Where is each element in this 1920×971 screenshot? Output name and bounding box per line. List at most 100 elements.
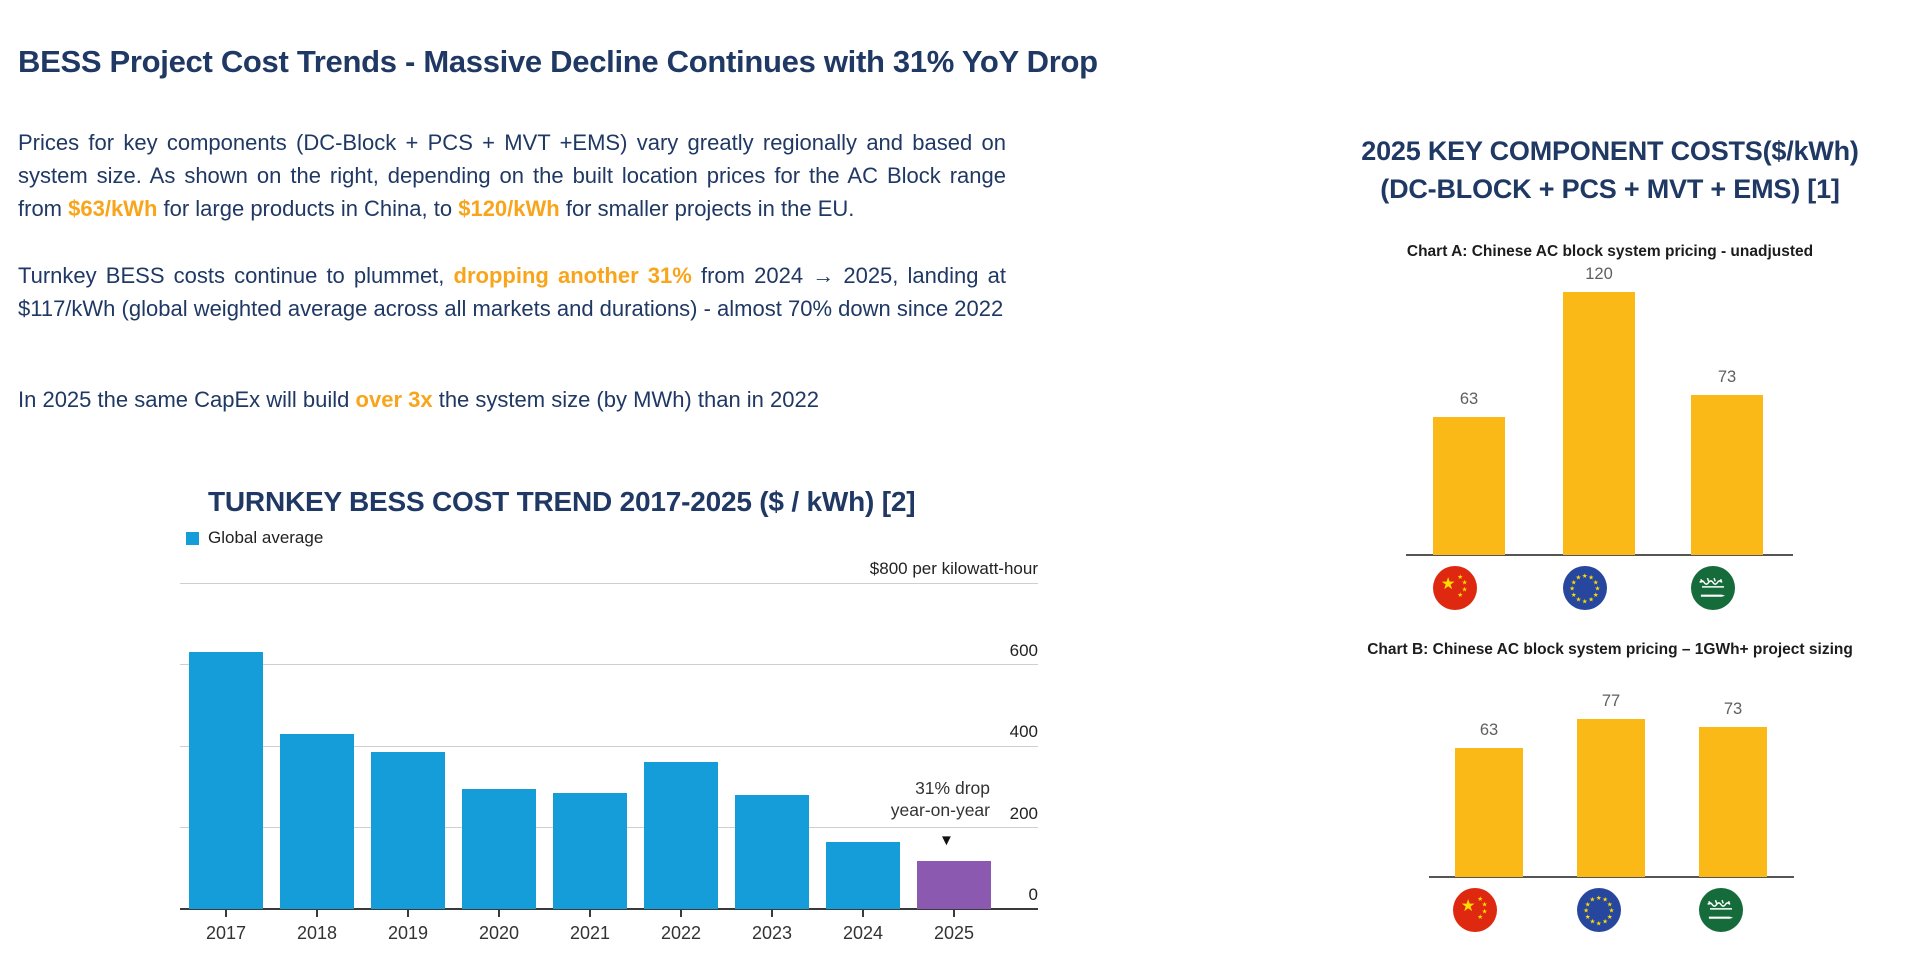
x-tick-label: 2018 [296,923,338,943]
paragraph-capex: In 2025 the same CapEx will build over 3… [18,383,1006,416]
body-text: In 2025 the same CapEx will build [18,387,356,412]
svg-text:★: ★ [1477,895,1483,903]
y-tick-label: 200 [1009,803,1038,823]
gridline [180,582,1038,584]
svg-text:★: ★ [1582,597,1588,605]
x-tick [407,909,409,917]
svg-text:★: ★ [1571,578,1577,586]
svg-text:★: ★ [1441,574,1456,593]
svg-text:★: ★ [1576,574,1582,582]
highlighted-text: over 3x [355,387,433,412]
chart-b-title: Chart B: Chinese AC block system pricing… [1367,641,1853,658]
chart-b-bar-China [1455,747,1523,877]
y-tick-label: 0 [1028,885,1038,904]
y-tick-label: 600 [1009,640,1038,660]
svg-text:★: ★ [1462,579,1468,587]
y-tick-label: 400 [1009,722,1038,741]
svg-text:★: ★ [1585,913,1591,921]
x-tick-label: 2025 [933,923,975,943]
bar-2023 [735,794,809,909]
paragraph-component-costs: Prices for key components (DC-Block + PC… [18,126,1006,225]
chart-a-value-label: 73 [1717,368,1737,387]
x-tick [225,909,227,917]
x-tick-label: 2020 [478,923,520,943]
svg-text:★: ★ [1457,573,1463,581]
bar-2017 [189,652,263,909]
x-tick [498,909,500,917]
bar-2021 [553,792,627,909]
x-tick-label: 2024 [842,923,884,943]
svg-text:★: ★ [1593,578,1599,586]
svg-text:★: ★ [1590,918,1596,926]
svg-text:★: ★ [1590,896,1596,904]
svg-text:★: ★ [1583,907,1589,915]
chart-a-bar-China [1433,417,1505,555]
body-text: Prices for key components (DC-Block + PC… [18,130,1006,221]
page-title: BESS Project Cost Trends - Massive Decli… [18,44,1098,79]
x-tick-label: 2017 [205,923,247,943]
chart-a-value-label: 120 [1585,265,1613,284]
bar-2025 [917,861,991,909]
svg-text:★: ★ [1607,900,1613,908]
chart-a-axis-line [1406,554,1793,556]
svg-text:★: ★ [1607,913,1613,921]
chart-b-bar-Saudi Arabia [1699,727,1767,877]
svg-text:★: ★ [1593,591,1599,599]
saudi-arabia-flag-icon [1691,566,1735,610]
bar-2019 [371,752,445,909]
x-tick [953,909,955,917]
x-tick-label: 2021 [569,923,611,943]
x-tick [771,909,773,917]
body-text: from 2024 → 2025, landing at $117/kWh (g… [18,263,1006,321]
bar-2024 [826,841,900,909]
right-panel-title: 2025 KEY COMPONENT COSTS($/kWh) (DC-BLOC… [1300,132,1920,208]
saudi-arabia-flag-icon [1699,888,1743,932]
chart-a-value-label: 63 [1459,390,1479,409]
legend-label: Global average [208,528,324,547]
annotation-line2: year-on-year [890,800,990,820]
annotation-drop: 31% drop year-on-year [780,777,990,821]
right-panel-title-line2: (DC-BLOCK + PCS + MVT + EMS) [1] [1380,174,1840,204]
svg-text:★: ★ [1602,918,1608,926]
highlighted-text: $120/kWh [458,196,560,221]
chart-b-bar-EU [1577,719,1645,877]
svg-text:★: ★ [1596,894,1602,902]
turnkey-chart-title: TURNKEY BESS COST TREND 2017-2025 ($ / k… [208,486,916,517]
turnkey-chart-legend: Global average [186,528,323,548]
svg-text:★: ★ [1595,585,1601,593]
body-text: the system size (by MWh) than in 2022 [432,387,819,412]
annotation-line1: 31% drop [915,778,990,798]
body-text: Turnkey BESS costs continue to plummet, [18,263,454,288]
x-tick-label: 2019 [387,923,429,943]
x-tick [680,909,682,917]
highlighted-text: $63/kWh [68,196,158,221]
svg-text:★: ★ [1588,574,1594,582]
chart-b-axis-line [1429,876,1794,878]
svg-text:★: ★ [1482,901,1488,909]
china-flag-icon: ★ ★ ★ ★ ★ [1453,888,1497,932]
svg-text:★: ★ [1482,907,1488,915]
chart-a-title: Chart A: Chinese AC block system pricing… [1406,243,1814,260]
china-flag-icon: ★ ★ ★ ★ ★ [1433,566,1477,610]
body-text: for smaller projects in the EU. [559,196,855,221]
svg-text:★: ★ [1609,907,1615,915]
eu-flag-icon: ★ ★★★★★★★★★★★ [1563,566,1607,610]
svg-text:★: ★ [1602,896,1608,904]
chart-a-bar-Saudi Arabia [1691,395,1763,555]
x-axis-line [180,908,1038,910]
body-text: for large products in China, to [157,196,459,221]
eu-flag-icon: ★ ★★★★★★★★★★★ [1577,888,1621,932]
svg-text:★: ★ [1576,596,1582,604]
chart-b-value-label: 63 [1479,720,1499,739]
bar-2020 [462,788,536,909]
right-panel-title-line1: 2025 KEY COMPONENT COSTS($/kWh) [1361,136,1859,166]
svg-text:★: ★ [1477,913,1483,921]
legend-swatch-icon [186,531,199,545]
svg-text:★: ★ [1582,572,1588,580]
svg-text:★: ★ [1457,591,1463,599]
chart-b-value-label: 77 [1601,692,1621,711]
annotation-arrow-icon: ▼ [939,832,954,849]
x-tick [862,909,864,917]
svg-text:★: ★ [1571,591,1577,599]
